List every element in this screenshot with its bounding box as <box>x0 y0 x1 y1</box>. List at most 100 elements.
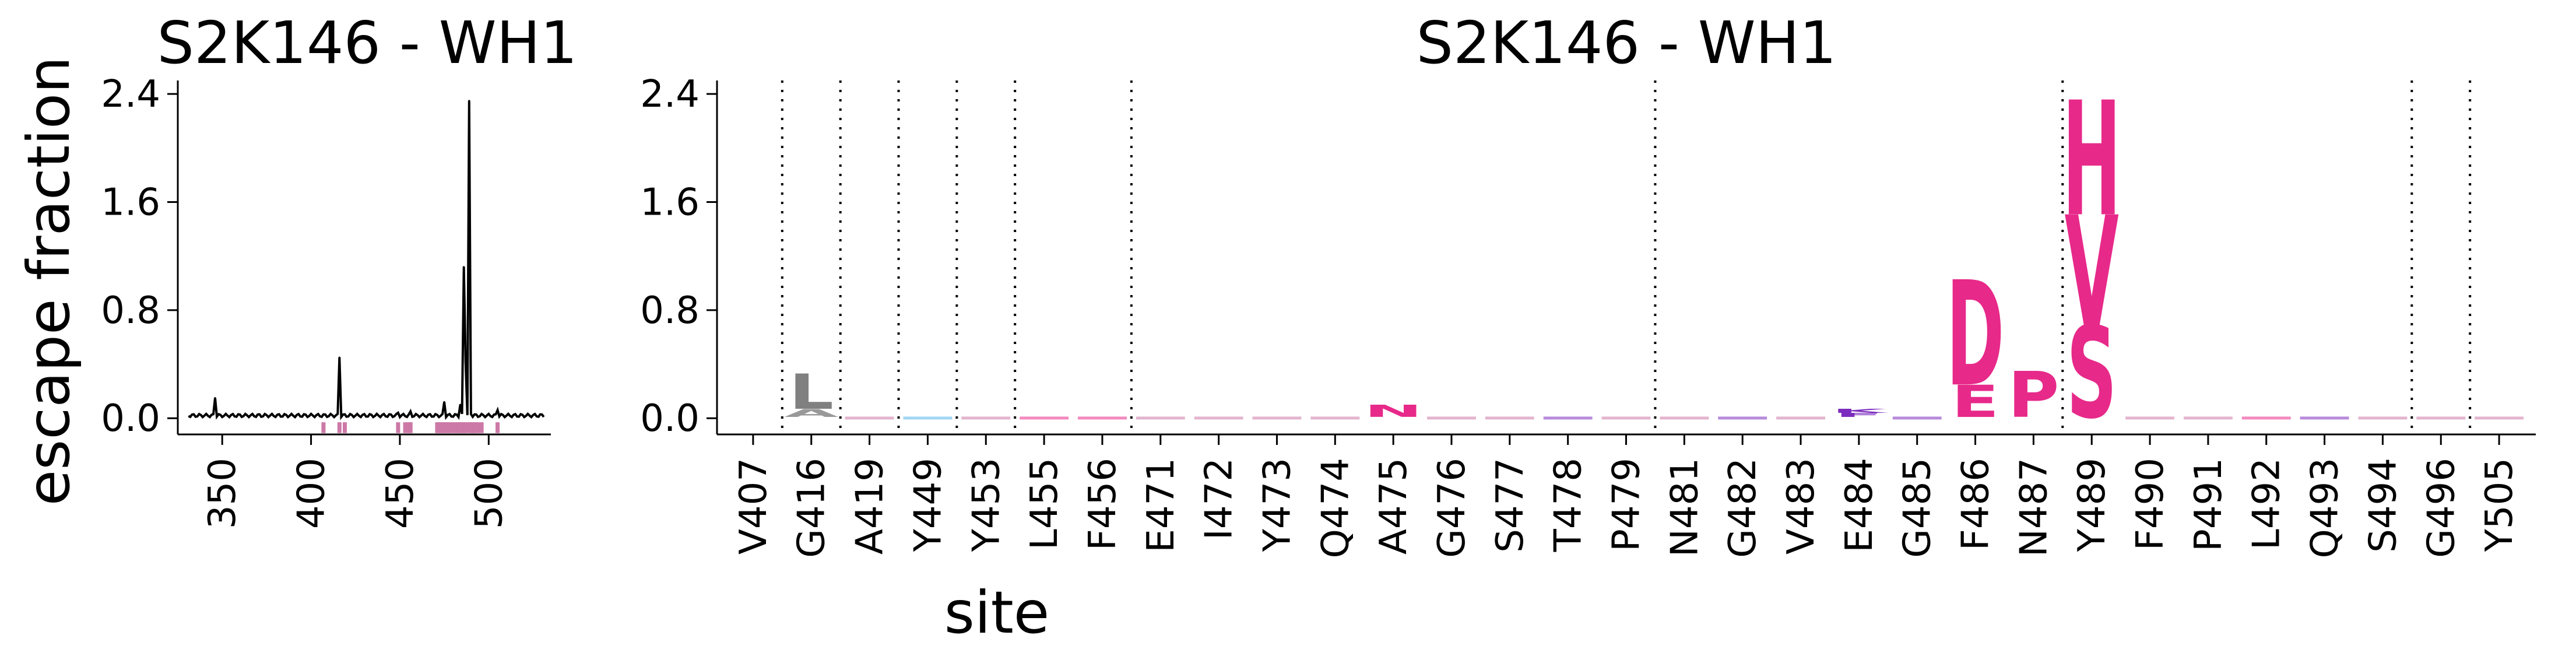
peak-point-486 <box>463 266 465 268</box>
peak-point-489 <box>468 100 470 101</box>
line-xtick-label: 450 <box>379 458 422 529</box>
site-label-V483: V483 <box>1780 458 1823 555</box>
faint-letters-Q474 <box>1310 416 1359 419</box>
line-panel: S2K146 - WH1 escape fraction 0.0 0.8 1.6 2.… <box>15 9 577 529</box>
logo-ytick-label: 0.0 <box>640 397 700 440</box>
peak-point-456 <box>410 411 412 412</box>
site-label-G496: G496 <box>2420 458 2463 558</box>
faint-letters-G482 <box>1718 416 1767 419</box>
site-label-L455: L455 <box>1023 458 1066 550</box>
site-label-F486: F486 <box>1955 458 1998 550</box>
highlight-bar <box>396 422 400 433</box>
faint-letters-S477 <box>1485 416 1534 419</box>
site-label-P479: P479 <box>1605 458 1649 552</box>
site-label-Q474: Q474 <box>1314 458 1357 559</box>
faint-letters-G496 <box>2416 416 2465 419</box>
site-label-E484: E484 <box>1838 458 1881 553</box>
faint-letters-G485 <box>1893 416 1942 419</box>
faint-letters-F490 <box>2125 416 2174 419</box>
site-label-G482: G482 <box>1721 458 1765 558</box>
line-ylabel: escape fraction <box>15 57 83 506</box>
faint-letters-N481 <box>1660 416 1709 419</box>
line-ytick-label: 0.8 <box>101 289 160 332</box>
site-label-I472: I472 <box>1198 458 1241 540</box>
escape-line <box>188 101 544 418</box>
logo-panel: S2K146 - WH1 site 0.0 0.8 1.6 2.4 V407 G416 A4… <box>640 9 2536 647</box>
faint-letters-F456 <box>1078 416 1127 419</box>
highlight-bar <box>480 422 484 433</box>
site-label-Y449: Y449 <box>906 458 950 552</box>
logo-letter-F486-D: D <box>1946 250 2005 419</box>
logo-plot-area: 0.0 0.8 1.6 2.4 V407 G416 A419 Y449 Y453 L455 F456… <box>640 69 2536 558</box>
faint-letters-Q493 <box>2300 416 2349 419</box>
logo-title: S2K146 - WH1 <box>1417 9 1837 77</box>
faint-letters-Y449 <box>903 416 952 419</box>
peak-point-484 <box>459 404 461 406</box>
site-label-N487: N487 <box>2012 458 2055 557</box>
highlight-bar <box>338 422 342 433</box>
site-label-G416: G416 <box>790 458 834 558</box>
line-plot-area: 0.0 0.8 1.6 2.4 350 400 450 500 <box>101 73 551 529</box>
logo-letter-G416-L: L <box>789 364 834 420</box>
highlight-bar <box>476 422 480 433</box>
site-label-G485: G485 <box>1896 458 1939 558</box>
site-label-G476: G476 <box>1431 458 1474 558</box>
peak-point-416 <box>339 356 340 358</box>
site-label-L492: L492 <box>2245 458 2289 550</box>
site-label-A419: A419 <box>849 458 892 555</box>
site-label-P491: P491 <box>2187 458 2230 552</box>
highlight-bar <box>403 422 407 433</box>
site-label-A475: A475 <box>1372 458 1415 555</box>
faint-letters-Y453 <box>961 416 1010 419</box>
faint-letters-P491 <box>2184 416 2233 419</box>
faint-letters-P479 <box>1602 416 1651 419</box>
line-xtick-label: 350 <box>201 458 244 529</box>
peak-point-346 <box>215 397 216 399</box>
logo-ytick-label: 2.4 <box>640 73 700 116</box>
peak-point-475 <box>444 401 445 403</box>
faint-letters-L492 <box>2242 416 2291 419</box>
site-label-Y473: Y473 <box>1256 458 1299 552</box>
site-label-Y489: Y489 <box>2071 458 2114 552</box>
faint-letters-G476 <box>1427 416 1476 419</box>
faint-letters-I472 <box>1194 416 1243 419</box>
highlight-bar <box>495 422 500 433</box>
highlight-bar <box>409 422 413 433</box>
faint-letters-V483 <box>1776 416 1825 419</box>
faint-letters-Y473 <box>1253 416 1302 419</box>
site-label-F490: F490 <box>2129 458 2172 550</box>
faint-letters-Y505 <box>2475 416 2524 419</box>
peak-point-490 <box>470 413 472 415</box>
line-title: S2K146 - WH1 <box>157 9 578 77</box>
line-ytick-label: 2.4 <box>101 73 160 116</box>
site-label-Q493: Q493 <box>2304 458 2347 559</box>
site-label-S494: S494 <box>2361 458 2405 553</box>
faint-letters-L455 <box>1020 416 1069 419</box>
site-label-Y505: Y505 <box>2478 458 2521 552</box>
highlight-bar <box>449 422 454 433</box>
highlight-bar <box>321 422 325 433</box>
logo-letter-N487-P: P <box>2008 359 2059 432</box>
highlight-bar <box>343 422 347 433</box>
line-ytick-label: 1.6 <box>101 181 160 224</box>
line-ytick-label: 0.0 <box>101 397 160 440</box>
peak-point-487 <box>465 360 466 362</box>
faint-letters-E471 <box>1136 416 1185 419</box>
site-label-F456: F456 <box>1081 458 1124 550</box>
peak-point-449 <box>397 412 399 413</box>
site-label-S477: S477 <box>1489 458 1532 553</box>
line-xtick-label: 400 <box>290 458 333 529</box>
faint-letters-T478 <box>1544 416 1593 419</box>
logo-letter-Y489-H: H <box>2062 69 2121 252</box>
faint-letters-S494 <box>2358 416 2407 419</box>
site-label-Y453: Y453 <box>965 458 1008 552</box>
line-xtick-label: 500 <box>468 458 511 529</box>
site-label-T478: T478 <box>1547 458 1590 552</box>
logo-letter-A475-N: N <box>1364 401 1423 420</box>
logo-xlabel: site <box>944 578 1050 647</box>
logo-ytick-label: 1.6 <box>640 181 700 224</box>
highlight-bar <box>463 422 468 433</box>
logo-ytick-label: 0.8 <box>640 289 700 332</box>
site-label-E471: E471 <box>1140 458 1183 553</box>
